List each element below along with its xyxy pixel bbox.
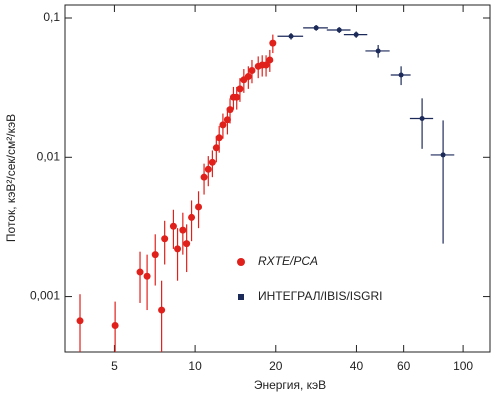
point bbox=[248, 66, 256, 74]
x-tick-label: 10 bbox=[188, 359, 202, 373]
point bbox=[76, 317, 84, 325]
point bbox=[143, 272, 151, 280]
point bbox=[223, 116, 231, 124]
point bbox=[169, 222, 177, 230]
point bbox=[419, 115, 425, 121]
point bbox=[151, 251, 159, 259]
point bbox=[200, 173, 208, 181]
point bbox=[288, 33, 294, 39]
point bbox=[269, 39, 277, 47]
point bbox=[215, 134, 223, 142]
point bbox=[262, 61, 270, 69]
point bbox=[233, 93, 241, 101]
legend-marker bbox=[238, 294, 244, 300]
point bbox=[244, 73, 252, 81]
point bbox=[375, 48, 381, 54]
legend-label: ИНТЕГРАЛ/IBIS/ISGRI bbox=[258, 289, 382, 303]
point bbox=[204, 165, 212, 173]
point bbox=[158, 306, 166, 314]
point bbox=[353, 32, 359, 38]
y-tick-label: 0,1 bbox=[43, 10, 60, 24]
x-tick-label: 40 bbox=[350, 359, 364, 373]
point bbox=[136, 268, 144, 276]
point bbox=[398, 72, 404, 78]
point bbox=[226, 106, 234, 114]
y-tick-label: 0,01 bbox=[37, 149, 61, 163]
x-axis-label: Энергия, кэВ bbox=[254, 378, 326, 392]
point bbox=[161, 235, 169, 243]
point bbox=[111, 321, 119, 329]
y-tick-label: 0,001 bbox=[30, 289, 60, 303]
x-tick-label: 100 bbox=[453, 359, 473, 373]
y-axis-label: Поток, кэВ²/сек/см²/кэВ bbox=[4, 114, 18, 242]
point bbox=[440, 152, 446, 158]
point bbox=[212, 144, 220, 152]
point bbox=[174, 245, 182, 253]
point bbox=[336, 27, 342, 33]
point bbox=[188, 213, 196, 221]
point bbox=[208, 158, 216, 166]
legend-marker bbox=[237, 258, 245, 266]
point bbox=[266, 56, 274, 64]
legend-label: RXTE/PCA bbox=[258, 254, 318, 268]
point bbox=[195, 203, 203, 211]
point bbox=[219, 121, 227, 129]
x-tick-label: 20 bbox=[269, 359, 283, 373]
x-tick-label: 60 bbox=[397, 359, 411, 373]
point bbox=[313, 25, 319, 31]
plot-frame bbox=[64, 4, 491, 353]
point bbox=[179, 226, 187, 234]
point bbox=[183, 240, 191, 248]
point bbox=[236, 85, 244, 93]
x-tick-label: 5 bbox=[111, 359, 118, 373]
